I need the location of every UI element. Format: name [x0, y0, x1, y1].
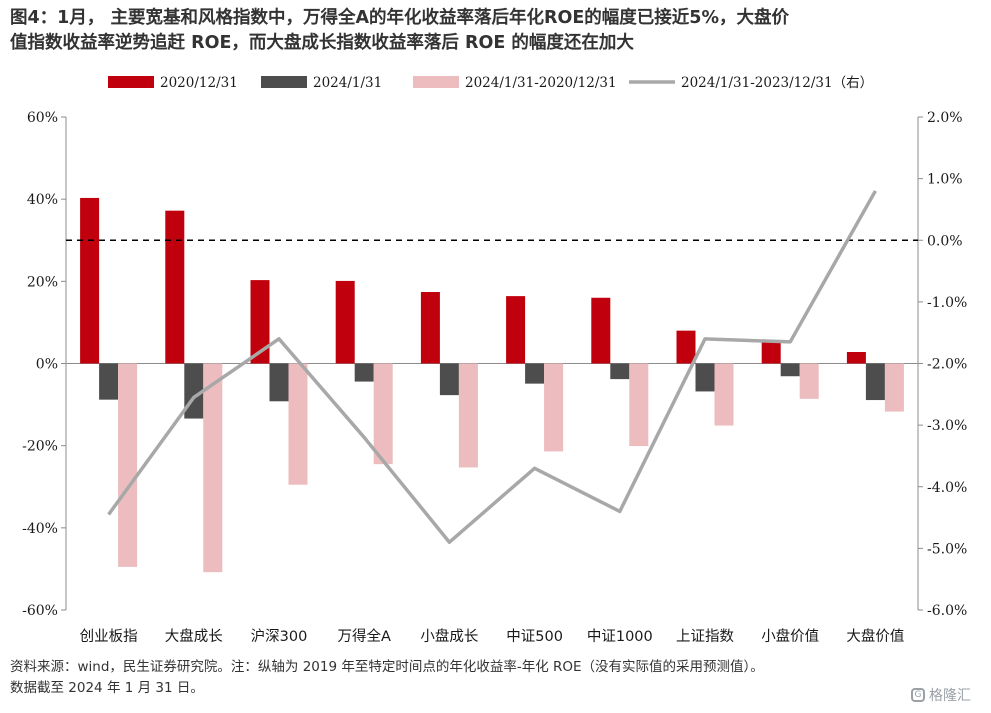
bar-1 [80, 197, 100, 364]
line-series-path [107, 190, 877, 544]
chart-title: 图4：1月， 主要宽基和风格指数中，万得全A的年化收益率落后年化ROE的幅度已接… [10, 6, 985, 56]
bar-2 [354, 363, 374, 382]
right-tick-label: -6.0% [927, 603, 967, 619]
bar-3 [629, 363, 649, 447]
category-label: 小盘价值 [761, 627, 819, 645]
legend: 2020/12/31 2024/1/31 2024/1/31-2020/12/31 2… [108, 75, 873, 91]
bar-2 [865, 363, 885, 401]
category-label: 上证指数 [676, 628, 734, 645]
legend-label-4: 2024/1/31-2023/12/31（右） [681, 75, 873, 91]
category-label: 小盘成长 [420, 627, 478, 645]
title-line-2: 值指数收益率逆势追赶 ROE，而大盘成长指数收益率落后 ROE 的幅度还在加大 [10, 33, 634, 53]
bars [80, 197, 904, 573]
legend-label-3: 2024/1/31-2020/12/31 [465, 75, 617, 91]
bar-2 [99, 363, 119, 400]
right-tick-label: -1.0% [927, 295, 967, 311]
watermark: G 格隆汇 [911, 685, 971, 705]
source-note-line-1: 资料来源：wind，民生证券研究院。注：纵轴为 2019 年至特定时间点的年化收… [10, 659, 764, 675]
right-tick-label: -4.0% [927, 480, 967, 496]
left-tick-label: 60% [27, 110, 58, 126]
bar-1 [335, 280, 355, 364]
bar-3 [884, 363, 904, 412]
watermark-text: 格隆汇 [929, 688, 971, 704]
bar-1 [761, 341, 781, 364]
legend-swatch-1 [108, 76, 154, 88]
line-series [66, 190, 918, 544]
bar-1 [165, 210, 185, 364]
left-tick-label: -40% [22, 521, 58, 537]
bar-1 [250, 280, 270, 364]
bar-3 [373, 363, 393, 465]
left-tick-label: 20% [27, 274, 58, 290]
axes: -60% -40% -20% 0% 20% 40% 60% -6.0% -5.0% -4.0% -3… [22, 110, 967, 645]
bar-3 [118, 363, 138, 567]
bar-3 [799, 363, 819, 399]
bar-3 [544, 363, 564, 452]
left-tick-label: -60% [22, 603, 58, 619]
left-tick-label: -20% [22, 439, 58, 455]
watermark-logo-icon: G [911, 688, 925, 702]
source-note: 资料来源：wind，民生证券研究院。注：纵轴为 2019 年至特定时间点的年化收… [10, 657, 980, 699]
bar-1 [591, 297, 611, 364]
bar-2 [525, 363, 545, 384]
category-label: 创业板指 [80, 627, 138, 645]
bar-3 [203, 363, 223, 573]
category-label: 中证1000 [587, 628, 653, 645]
right-tick-label: 2.0% [927, 110, 963, 126]
category-label: 中证500 [506, 628, 563, 645]
category-label: 大盘价值 [846, 627, 904, 645]
right-tick-label: 0.0% [927, 233, 963, 249]
category-label: 沪深300 [251, 628, 308, 645]
bar-1 [506, 296, 526, 364]
bar-3 [458, 363, 478, 468]
right-tick-label: -5.0% [927, 541, 967, 557]
bar-2 [439, 363, 459, 396]
category-label: 大盘成长 [165, 627, 223, 645]
category-label: 万得全A [337, 627, 390, 645]
left-tick-label: 40% [27, 192, 58, 208]
bar-1 [846, 351, 866, 364]
right-tick-label: -3.0% [927, 418, 967, 434]
bar-2 [695, 363, 715, 392]
right-tick-label: 1.0% [927, 172, 963, 188]
bar-2 [610, 363, 630, 380]
legend-swatch-2 [261, 76, 307, 88]
bar-3 [714, 363, 734, 426]
title-line-1: 图4：1月， 主要宽基和风格指数中，万得全A的年化收益率落后年化ROE的幅度已接… [10, 8, 790, 28]
right-tick-label: -2.0% [927, 357, 967, 373]
legend-label-1: 2020/12/31 [160, 75, 238, 91]
bar-2 [780, 363, 800, 377]
bar-1 [420, 292, 440, 364]
left-tick-label: 0% [36, 357, 58, 373]
source-note-line-2: 数据截至 2024 年 1 月 31 日。 [10, 680, 204, 696]
bar-3 [288, 363, 308, 485]
bar-1 [676, 330, 696, 364]
legend-swatch-3 [413, 76, 459, 88]
bar-2 [269, 363, 289, 402]
legend-label-2: 2024/1/31 [313, 75, 382, 91]
